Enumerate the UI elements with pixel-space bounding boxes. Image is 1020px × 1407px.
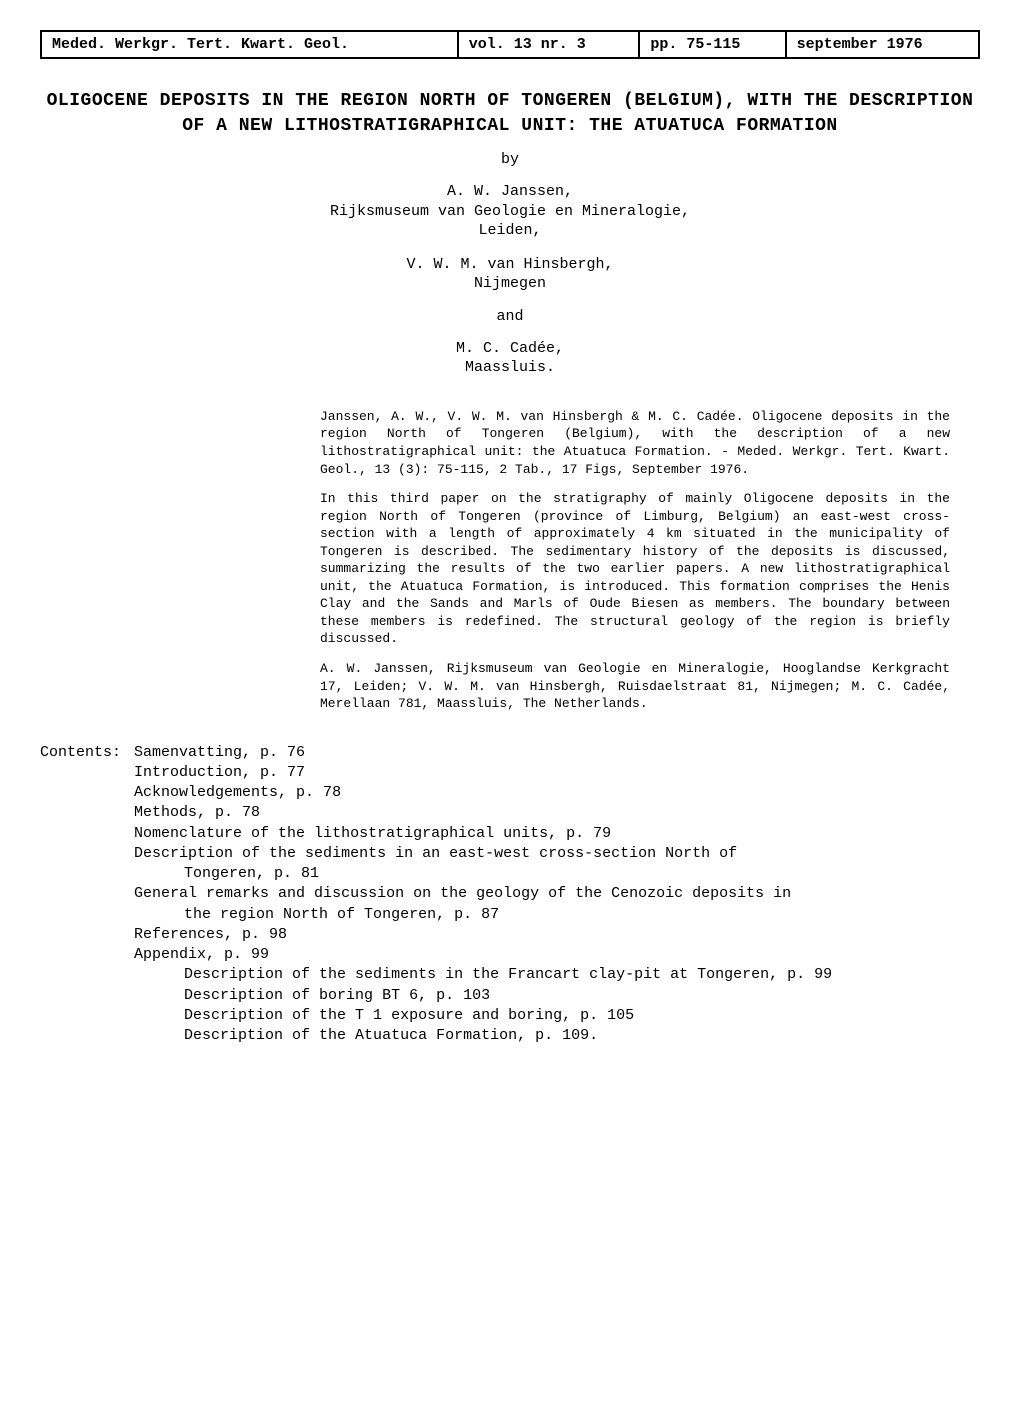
- author-affil-1a: Rijksmuseum van Geologie en Mineralogie,: [330, 203, 690, 220]
- header-cell-pages: pp. 75-115: [639, 31, 785, 58]
- by-label: by: [40, 151, 980, 168]
- header-table: Meded. Werkgr. Tert. Kwart. Geol. vol. 1…: [40, 30, 980, 59]
- contents-item-sub: Description of boring BT 6, p. 103: [184, 986, 832, 1006]
- contents-item: Appendix, p. 99: [134, 945, 832, 965]
- header-cell-volume: vol. 13 nr. 3: [458, 31, 640, 58]
- author-block-2: V. W. M. van Hinsbergh, Nijmegen: [40, 255, 980, 294]
- title-line-1: OLIGOCENE DEPOSITS IN THE REGION NORTH O…: [47, 91, 974, 111]
- abstract-para-1: Janssen, A. W., V. W. M. van Hinsbergh &…: [320, 408, 950, 478]
- header-cell-journal: Meded. Werkgr. Tert. Kwart. Geol.: [41, 31, 458, 58]
- author-affil-1b: Leiden,: [478, 222, 541, 239]
- contents-item: Methods, p. 78: [134, 803, 832, 823]
- contents-item: Nomenclature of the lithostratigraphical…: [134, 824, 832, 844]
- author-name-1: A. W. Janssen,: [447, 183, 573, 200]
- contents-item-sub: the region North of Tongeren, p. 87: [184, 905, 832, 925]
- contents-item-sub: Description of the T 1 exposure and bori…: [184, 1006, 832, 1026]
- contents-label: Contents:: [40, 743, 121, 763]
- author-name-3: M. C. Cadée,: [456, 340, 564, 357]
- contents-item: Description of the sediments in an east-…: [134, 844, 832, 864]
- contents-item: References, p. 98: [134, 925, 832, 945]
- author-block-3: M. C. Cadée, Maassluis.: [40, 339, 980, 378]
- title-line-2: OF A NEW LITHOSTRATIGRAPHICAL UNIT: THE …: [182, 116, 838, 136]
- contents-item: General remarks and discussion on the ge…: [134, 884, 832, 904]
- and-label: and: [40, 308, 980, 325]
- abstract-block: Janssen, A. W., V. W. M. van Hinsbergh &…: [320, 408, 950, 713]
- author-affil-2: Nijmegen: [474, 275, 546, 292]
- abstract-para-2: In this third paper on the stratigraphy …: [320, 490, 950, 648]
- contents-item-sub: Description of the Atuatuca Formation, p…: [184, 1026, 832, 1046]
- author-affil-3: Maassluis.: [465, 359, 555, 376]
- contents-item-sub: Description of the sediments in the Fran…: [184, 965, 832, 985]
- contents-item: Samenvatting, p. 76: [134, 743, 832, 763]
- contents-item-sub: Tongeren, p. 81: [184, 864, 832, 884]
- contents-block: Contents: Samenvatting, p. 76 Introducti…: [40, 743, 980, 1047]
- author-name-2: V. W. M. van Hinsbergh,: [406, 256, 613, 273]
- contents-item: Acknowledgements, p. 78: [134, 783, 832, 803]
- paper-title: OLIGOCENE DEPOSITS IN THE REGION NORTH O…: [40, 89, 980, 139]
- contents-item: Introduction, p. 77: [134, 763, 832, 783]
- header-cell-date: september 1976: [786, 31, 979, 58]
- abstract-para-3: A. W. Janssen, Rijksmuseum van Geologie …: [320, 660, 950, 713]
- contents-list: Samenvatting, p. 76 Introduction, p. 77 …: [134, 743, 832, 1047]
- author-block-1: A. W. Janssen, Rijksmuseum van Geologie …: [40, 182, 980, 241]
